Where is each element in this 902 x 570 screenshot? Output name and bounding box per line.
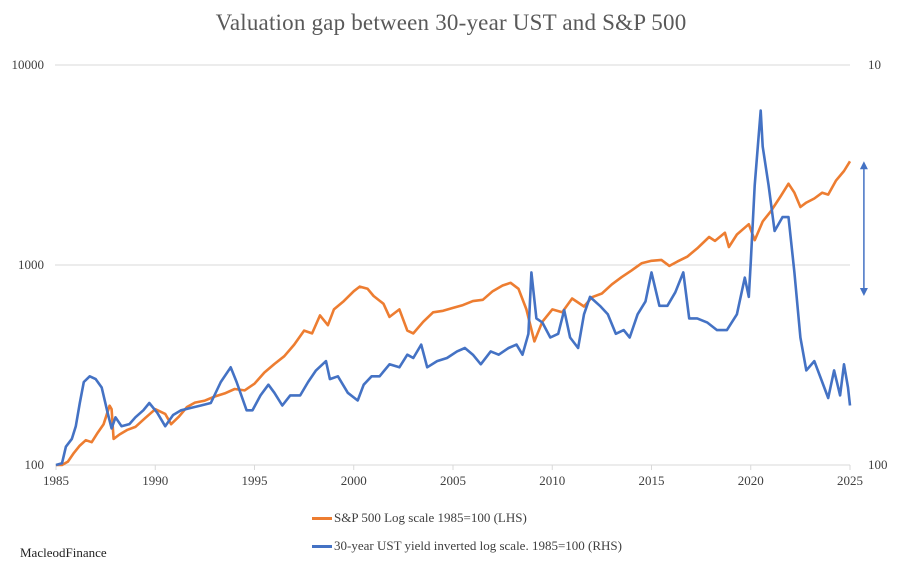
y-left-tick-label-100: 100 bbox=[25, 457, 45, 472]
y-left-tick-label-10000: 10000 bbox=[12, 57, 45, 72]
x-tick-label-1990: 1990 bbox=[142, 473, 168, 488]
legend-swatch-sp500 bbox=[312, 516, 332, 520]
source-credit: MacleodFinance bbox=[20, 545, 107, 560]
legend-label-sp500: S&P 500 Log scale 1985=100 (LHS) bbox=[334, 510, 527, 525]
gap-arrow-annotation bbox=[859, 161, 868, 296]
x-tick-label-1995: 1995 bbox=[242, 473, 268, 488]
legend-swatch-ust bbox=[312, 544, 332, 548]
legend-item-sp500: S&P 500 Log scale 1985=100 (LHS) bbox=[312, 510, 527, 526]
x-tick-label-2010: 2010 bbox=[539, 473, 565, 488]
y-right-tick-label-100: 100 bbox=[868, 457, 888, 472]
y-left-tick-label-1000: 1000 bbox=[18, 257, 44, 272]
y-axis-left-ticks: 100 1000 10000 bbox=[12, 57, 45, 472]
x-tick-label-2015: 2015 bbox=[639, 473, 665, 488]
x-tick-label-1985: 1985 bbox=[43, 473, 69, 488]
chart-title: Valuation gap between 30-year UST and S&… bbox=[215, 10, 687, 35]
y-right-tick-label-10: 10 bbox=[868, 57, 881, 72]
series-line-sp500 bbox=[56, 160, 852, 467]
x-axis-ticks: 1985 1990 1995 2000 2005 2010 2015 2020 2025 bbox=[43, 465, 863, 488]
x-tick-label-2005: 2005 bbox=[440, 473, 466, 488]
x-tick-label-2000: 2000 bbox=[341, 473, 367, 488]
gap-arrow-head-up bbox=[859, 161, 868, 170]
x-tick-label-2025: 2025 bbox=[837, 473, 863, 488]
series-line-ust-yield bbox=[55, 109, 852, 467]
series-lines bbox=[55, 109, 852, 467]
y-axis-right-ticks: 100 10 bbox=[868, 57, 888, 472]
legend-item-ust: 30-year UST yield inverted log scale. 19… bbox=[312, 538, 622, 554]
gap-arrow-head-down bbox=[859, 287, 868, 296]
x-tick-label-2020: 2020 bbox=[738, 473, 764, 488]
legend-label-ust: 30-year UST yield inverted log scale. 19… bbox=[334, 538, 622, 553]
gridlines bbox=[55, 64, 850, 466]
